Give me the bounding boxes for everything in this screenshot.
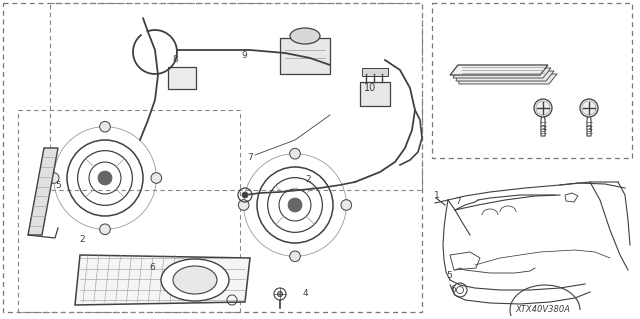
Polygon shape <box>458 74 557 84</box>
Bar <box>50 3 422 190</box>
Ellipse shape <box>173 266 217 294</box>
Circle shape <box>341 200 351 210</box>
Text: 7: 7 <box>247 153 253 162</box>
Text: 3: 3 <box>540 125 546 135</box>
Circle shape <box>98 171 112 185</box>
Circle shape <box>580 99 598 117</box>
Text: 7: 7 <box>455 197 461 206</box>
Circle shape <box>277 291 283 297</box>
Circle shape <box>288 198 302 212</box>
Text: 2: 2 <box>305 175 311 184</box>
Text: 6: 6 <box>149 263 155 272</box>
Ellipse shape <box>161 259 229 301</box>
Ellipse shape <box>290 28 320 44</box>
Bar <box>3 3 422 312</box>
Text: 2: 2 <box>79 235 85 244</box>
Circle shape <box>290 251 300 262</box>
Bar <box>18 110 240 312</box>
Polygon shape <box>453 68 551 78</box>
Circle shape <box>49 173 59 183</box>
Bar <box>168 67 196 89</box>
Circle shape <box>290 148 300 159</box>
Text: 3: 3 <box>586 125 592 135</box>
Text: 9: 9 <box>241 50 247 60</box>
Polygon shape <box>450 65 548 75</box>
Text: 8: 8 <box>172 56 178 64</box>
Circle shape <box>534 99 552 117</box>
Circle shape <box>238 200 249 210</box>
Bar <box>280 38 330 74</box>
Circle shape <box>100 122 110 132</box>
Polygon shape <box>28 148 58 235</box>
Text: 5: 5 <box>446 271 452 279</box>
Text: 4: 4 <box>302 290 308 299</box>
Bar <box>432 3 632 158</box>
Text: XTX40V380A: XTX40V380A <box>515 305 570 314</box>
Polygon shape <box>456 71 554 81</box>
Circle shape <box>100 224 110 234</box>
Circle shape <box>242 192 248 198</box>
Text: 6: 6 <box>450 285 456 293</box>
Bar <box>362 68 388 76</box>
Text: 10: 10 <box>364 83 376 93</box>
Bar <box>360 82 390 106</box>
Text: 1: 1 <box>434 190 440 199</box>
Polygon shape <box>75 255 250 305</box>
Text: 5: 5 <box>55 181 61 189</box>
Circle shape <box>151 173 162 183</box>
